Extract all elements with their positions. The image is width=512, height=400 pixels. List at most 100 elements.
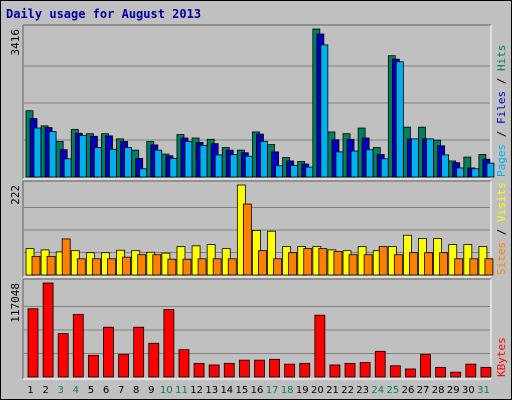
bar-pages-day-4: [78, 135, 87, 178]
bar-pages-day-25: [395, 61, 404, 178]
day-label-10: 10: [160, 385, 173, 396]
day-label-9: 9: [148, 385, 154, 396]
bar-sites-day-10: [167, 258, 177, 276]
bar-pages-day-22: [350, 150, 359, 178]
bar-pages-day-30: [471, 168, 480, 178]
bar-pages-day-28: [441, 154, 450, 178]
bar-kbytes-day-18: [284, 363, 296, 378]
day-label-20: 20: [311, 385, 324, 396]
bar-kbytes-day-16: [254, 359, 265, 378]
bar-pages-day-15: [244, 155, 253, 178]
bar-kbytes-day-11: [178, 349, 190, 378]
bar-kbytes-day-26: [405, 368, 416, 378]
bar-pages-day-11: [184, 141, 193, 178]
bar-kbytes-day-27: [420, 354, 431, 378]
day-label-18: 18: [281, 385, 294, 396]
day-label-23: 23: [356, 385, 369, 396]
bar-pages-day-27: [426, 138, 434, 178]
day-label-3: 3: [58, 385, 64, 396]
bar-sites-day-21: [333, 251, 343, 276]
bar-kbytes-day-10: [163, 309, 175, 378]
bar-kbytes-day-9: [148, 342, 160, 378]
bar-sites-day-1: [31, 255, 41, 276]
bar-sites-day-25: [393, 254, 403, 276]
bar-pages-day-23: [365, 149, 374, 178]
bar-kbytes-day-12: [193, 362, 205, 378]
bar-pages-day-20: [320, 44, 329, 178]
bar-sites-day-19: [303, 248, 313, 276]
bar-sites-day-28: [439, 252, 449, 276]
bar-kbytes-day-1: [27, 308, 39, 378]
day-label-4: 4: [73, 385, 79, 396]
bar-sites-day-13: [212, 258, 222, 276]
day-label-8: 8: [133, 385, 139, 396]
bar-kbytes-day-2: [42, 282, 54, 378]
bar-sites-day-20: [318, 248, 328, 276]
bar-sites-day-30: [469, 258, 479, 276]
bar-sites-day-8: [137, 254, 147, 276]
day-label-16: 16: [251, 385, 264, 396]
bar-sites-day-7: [122, 256, 131, 276]
legend-item-pages-files-hits-1: /: [495, 124, 508, 144]
bar-files-day-17: [271, 151, 279, 178]
bar-pages-day-16: [260, 141, 268, 178]
day-label-1: 1: [27, 385, 33, 396]
y-max-label-sites-visits: 222: [9, 185, 22, 205]
bar-kbytes-day-4: [72, 313, 84, 378]
bar-pages-day-3: [63, 158, 72, 178]
bar-pages-day-31: [486, 162, 495, 178]
bar-kbytes-day-13: [208, 364, 220, 378]
bar-pages-day-14: [229, 154, 238, 178]
day-label-6: 6: [103, 385, 109, 396]
bar-sites-day-17: [273, 258, 282, 276]
legend-pages-files-hits: Pages / Files / Hits: [495, 45, 508, 178]
bar-sites-day-24: [378, 246, 388, 276]
day-label-25: 25: [387, 385, 400, 396]
bar-pages-day-2: [48, 131, 57, 178]
bar-sites-day-11: [182, 258, 192, 276]
day-label-7: 7: [118, 385, 124, 396]
day-label-15: 15: [236, 385, 249, 396]
bar-sites-day-15: [242, 203, 252, 276]
bar-sites-day-3: [61, 238, 71, 276]
bar-kbytes-day-7: [118, 354, 129, 378]
bar-pages-day-17: [275, 165, 283, 178]
bar-kbytes-day-14: [223, 362, 235, 378]
bar-kbytes-day-15: [238, 359, 250, 378]
bar-pages-day-21: [335, 151, 344, 178]
day-label-24: 24: [371, 385, 384, 396]
day-label-27: 27: [417, 385, 430, 396]
bar-visits-day-17: [267, 230, 276, 276]
day-label-14: 14: [220, 385, 233, 396]
legend-item-pages-files-hits-0: Pages: [495, 144, 508, 177]
bar-files-day-8: [135, 157, 144, 178]
bar-kbytes-day-31: [480, 366, 492, 378]
bar-kbytes-day-28: [435, 366, 447, 378]
day-label-26: 26: [402, 385, 415, 396]
bar-sites-day-6: [107, 258, 116, 276]
legend-kbytes: KBytes: [495, 337, 508, 377]
legend-item-pages-files-hits-4: Hits: [495, 45, 508, 72]
bar-sites-day-31: [484, 258, 494, 276]
bar-hits-day-30: [463, 156, 472, 178]
bar-sites-day-4: [76, 258, 86, 276]
day-label-5: 5: [88, 385, 94, 396]
legend-item-sites-visits-2: Visits: [495, 182, 508, 222]
bar-kbytes-day-20: [314, 314, 326, 378]
bar-kbytes-day-21: [329, 364, 341, 378]
legend-sites-visits: Sites / Visits: [495, 182, 508, 275]
bar-sites-day-27: [424, 252, 433, 276]
day-label-19: 19: [296, 385, 309, 396]
day-label-21: 21: [326, 385, 339, 396]
bar-sites-day-23: [363, 254, 373, 276]
bar-pages-day-8: [139, 168, 148, 178]
bar-kbytes-day-23: [359, 362, 371, 378]
bar-sites-day-18: [288, 252, 298, 276]
y-max-label-kbytes: 117048: [9, 283, 22, 323]
bar-kbytes-day-19: [299, 362, 311, 378]
day-label-13: 13: [205, 385, 218, 396]
legend-item-kbytes-0: KBytes: [495, 337, 508, 377]
day-label-30: 30: [462, 385, 475, 396]
bar-pages-day-24: [380, 158, 389, 178]
